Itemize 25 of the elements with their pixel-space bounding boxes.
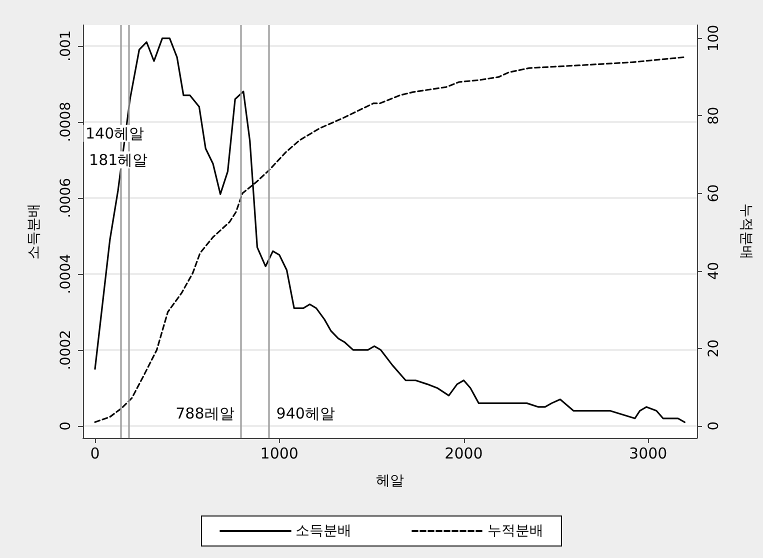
ref-line-label: 940헤알 <box>276 404 335 422</box>
x-tick-label: 1000 <box>260 444 298 462</box>
x-tick-label: 0 <box>90 444 100 462</box>
legend-label: 누적분배 <box>488 523 544 539</box>
y2-tick-label: 80 <box>706 106 722 125</box>
legend-label: 소득분배 <box>296 523 352 539</box>
y-tick-label: 0 <box>58 422 74 430</box>
ref-line-label: 140헤알 <box>85 124 144 142</box>
x-tick-label: 2000 <box>444 444 483 462</box>
y2-tick-label: 60 <box>706 184 722 202</box>
y2-tick-label: 40 <box>706 262 722 280</box>
y-tick-label: .0004 <box>58 254 74 294</box>
y2-tick-label: 100 <box>706 24 722 52</box>
y-tick-label: .001 <box>58 30 74 62</box>
y-tick-label: .0006 <box>58 178 74 218</box>
y2-tick-label: 0 <box>706 422 722 430</box>
ref-line-label: 181헤알 <box>89 150 148 169</box>
y2-tick-label: 20 <box>706 340 722 358</box>
y2-axis-title: 누적분배 <box>738 204 754 260</box>
ref-line-label: 788레알 <box>176 404 234 422</box>
x-axis-title: 헤알 <box>376 473 404 489</box>
y-axis-title: 소득분배 <box>26 204 42 260</box>
y-tick-label: .0002 <box>58 330 74 370</box>
x-tick-label: 3000 <box>629 444 668 462</box>
y-tick-label: .0008 <box>58 102 74 142</box>
